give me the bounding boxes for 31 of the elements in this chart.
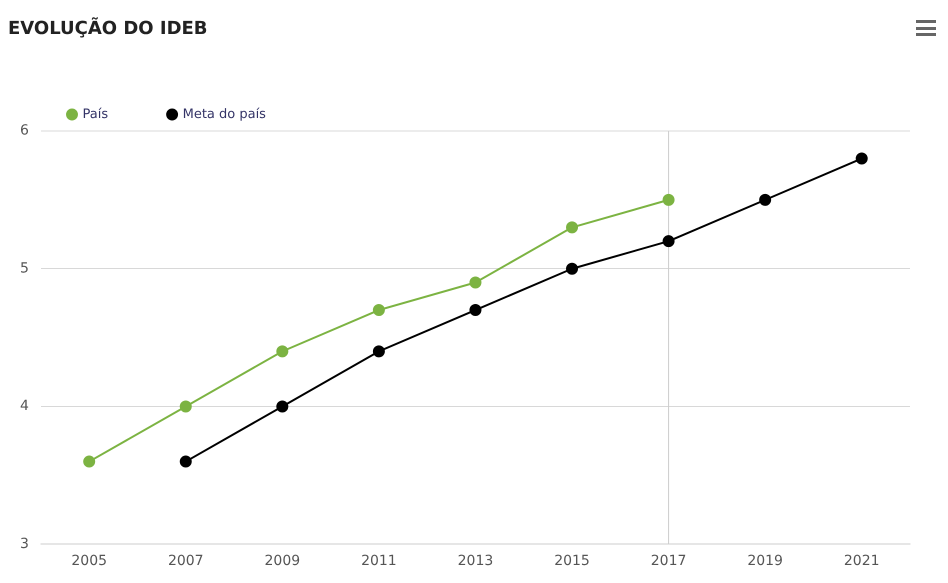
point xyxy=(276,400,288,412)
x-tick-label: 2017 xyxy=(650,553,686,570)
x-tick-label: 2009 xyxy=(264,553,300,570)
x-tick-label: 2011 xyxy=(361,553,397,570)
x-tick-label: 2015 xyxy=(554,553,590,570)
legend-label: Meta do país xyxy=(182,106,266,122)
y-tick-label: 4 xyxy=(20,398,29,414)
point xyxy=(856,152,868,165)
point xyxy=(372,345,385,358)
point xyxy=(759,194,772,206)
chart-title: EVOLUÇÃO DO IDEB xyxy=(8,18,208,38)
point xyxy=(662,235,675,248)
point xyxy=(469,304,482,316)
point xyxy=(180,456,192,468)
point xyxy=(180,400,192,412)
point xyxy=(662,194,675,206)
point xyxy=(566,221,578,234)
point xyxy=(83,456,96,468)
x-tick-label: 2013 xyxy=(458,553,494,570)
x-tick-label: 2007 xyxy=(168,553,204,570)
legend-label: País xyxy=(82,106,108,122)
y-tick-label: 5 xyxy=(20,260,29,276)
x-tick-label: 2019 xyxy=(747,553,783,570)
point xyxy=(276,345,288,358)
x-tick-label: 2021 xyxy=(844,553,880,570)
y-tick-label: 3 xyxy=(20,536,29,552)
point xyxy=(469,276,482,289)
x-tick-label: 2005 xyxy=(71,553,108,570)
point xyxy=(372,304,385,316)
y-tick-label: 6 xyxy=(20,122,29,139)
point xyxy=(566,262,578,275)
